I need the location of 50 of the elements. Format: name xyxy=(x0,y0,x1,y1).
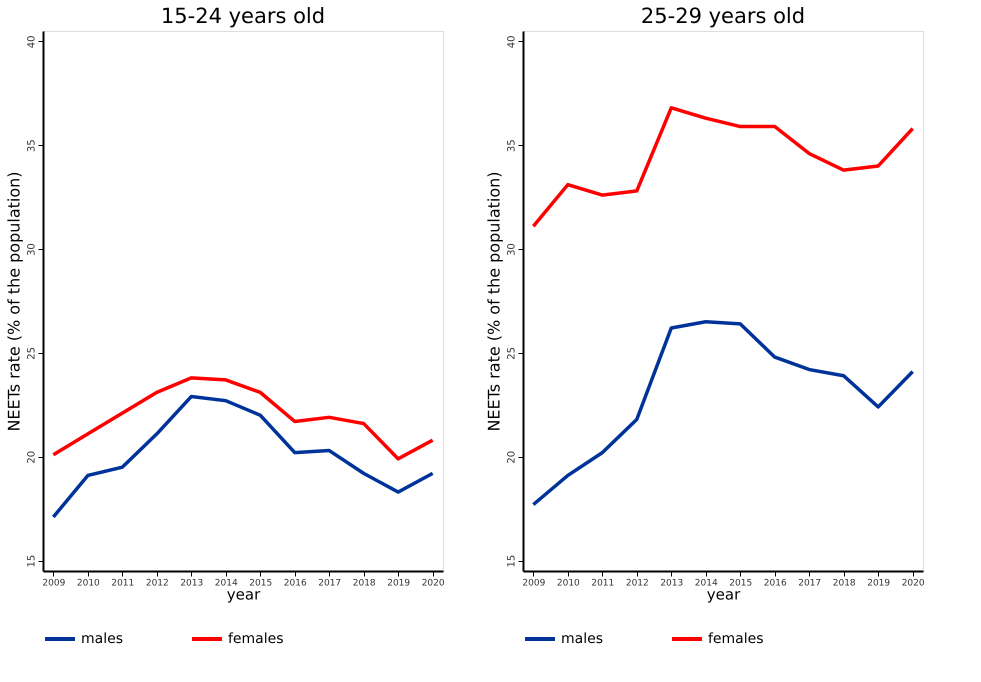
y-tick-label: 35 xyxy=(26,139,38,152)
x-tick-label: 2017 xyxy=(798,578,822,588)
y-tick-label: 15 xyxy=(506,554,518,568)
x-tick-label: 2014 xyxy=(214,578,238,588)
y-axis-title: NEETs rate (% of the population) xyxy=(4,171,24,432)
x-tick-label: 2018 xyxy=(832,578,856,588)
x-tick-label: 2013 xyxy=(660,578,684,588)
x-tick-label: 2011 xyxy=(111,578,134,588)
legend-label: females xyxy=(228,631,284,647)
x-tick-label: 2016 xyxy=(764,578,787,588)
y-tick-label: 35 xyxy=(506,139,518,152)
x-tick-label: 2011 xyxy=(591,578,614,588)
x-tick-label: 2015 xyxy=(729,578,752,588)
line-series xyxy=(52,376,434,461)
x-tick-label: 2017 xyxy=(318,578,342,588)
y-tick-label: 30 xyxy=(506,243,518,256)
line-series xyxy=(532,320,914,506)
y-tick-label: 20 xyxy=(26,450,38,464)
legend-label: females xyxy=(708,631,764,647)
x-tick-label: 2009 xyxy=(522,578,546,588)
x-tick-label: 2010 xyxy=(76,578,100,588)
x-tick-label: 2020 xyxy=(422,578,445,588)
legend-label: males xyxy=(81,631,124,647)
x-tick-label: 2020 xyxy=(902,578,925,588)
chart-title: 15-24 years old xyxy=(160,4,326,28)
x-tick-label: 2014 xyxy=(694,578,718,588)
x-tick-label: 2018 xyxy=(352,578,376,588)
line-series xyxy=(532,106,914,228)
y-tick-label: 30 xyxy=(26,243,38,256)
y-tick-label: 40 xyxy=(26,36,38,48)
x-tick-label: 2019 xyxy=(387,578,410,588)
y-axis-title: NEETs rate (% of the population) xyxy=(484,171,504,432)
x-tick-label: 2013 xyxy=(180,578,204,588)
x-axis-title: year xyxy=(226,586,262,604)
x-axis-title: year xyxy=(706,586,742,604)
x-tick-label: 2009 xyxy=(42,578,66,588)
chart-title: 25-29 years old xyxy=(640,4,806,28)
y-tick-label: 15 xyxy=(26,554,38,568)
y-tick-label: 40 xyxy=(506,36,518,48)
y-tick-label: 20 xyxy=(506,450,518,464)
legend-label: males xyxy=(561,631,604,647)
y-tick-label: 25 xyxy=(506,347,518,360)
x-tick-label: 2012 xyxy=(626,578,649,588)
line-series xyxy=(52,394,434,519)
x-tick-label: 2019 xyxy=(867,578,890,588)
x-tick-label: 2015 xyxy=(249,578,272,588)
y-tick-label: 25 xyxy=(26,347,38,360)
x-tick-label: 2016 xyxy=(284,578,307,588)
x-tick-label: 2010 xyxy=(556,578,580,588)
x-tick-label: 2012 xyxy=(146,578,169,588)
